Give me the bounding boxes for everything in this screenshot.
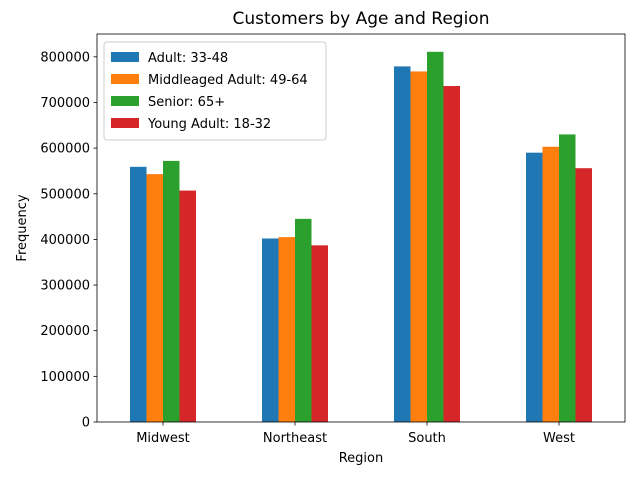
bar-west-series-1 <box>526 152 543 422</box>
bar-midwest-series-1 <box>130 166 147 422</box>
y-tick-label: 600000 <box>40 142 90 157</box>
y-tick-label: 800000 <box>40 50 90 65</box>
legend-swatch <box>111 118 139 128</box>
x-tick-label: Midwest <box>136 431 190 446</box>
legend-label: Senior: 65+ <box>148 95 225 110</box>
bar-west-series-4 <box>575 168 592 422</box>
bar-northeast-series-3 <box>295 218 312 422</box>
bar-south-series-2 <box>410 71 427 422</box>
bar-northeast-series-2 <box>278 237 295 422</box>
bar-south-series-3 <box>427 51 444 422</box>
y-tick-label: 0 <box>82 416 90 431</box>
y-tick-label: 100000 <box>40 370 90 385</box>
x-axis-label: Region <box>339 451 384 466</box>
x-tick-label: South <box>408 431 446 446</box>
legend-label: Middleaged Adult: 49-64 <box>148 73 308 88</box>
legend: Adult: 33-48 Middleaged Adult: 49-64 Senio… <box>103 41 327 141</box>
plot-frame <box>96 33 626 423</box>
y-tick-label: 700000 <box>40 96 90 111</box>
x-tick-label: West <box>543 431 575 446</box>
x-tick-label: Northeast <box>263 431 327 446</box>
chart-title: Customers by Age and Region <box>233 9 490 29</box>
legend-label: Young Adult: 18-32 <box>147 117 271 132</box>
bar-northeast-series-4 <box>311 245 328 422</box>
y-tick-label: 300000 <box>40 279 90 294</box>
y-tick-label: 200000 <box>40 324 90 339</box>
bars-group <box>130 51 592 423</box>
y-tick-label: 400000 <box>40 233 90 248</box>
legend-swatch <box>111 96 139 106</box>
bar-west-series-3 <box>559 134 576 422</box>
legend-swatch <box>111 74 139 84</box>
bar-south-series-4 <box>443 86 460 422</box>
y-tick-label: 500000 <box>40 187 90 202</box>
bar-northeast-series-1 <box>262 238 279 422</box>
legend-box <box>103 41 327 141</box>
y-axis-label: Frequency <box>15 194 30 261</box>
legend-swatch <box>111 52 139 62</box>
bar-midwest-series-2 <box>146 174 163 422</box>
bar-midwest-series-3 <box>163 160 180 423</box>
bar-west-series-2 <box>542 146 559 422</box>
bar-south-series-1 <box>394 66 411 422</box>
legend-label: Adult: 33-48 <box>148 51 228 66</box>
bar-midwest-series-4 <box>179 190 196 422</box>
axes-group: 0 100000 200000 300000 400000 500000 600000 700… <box>40 33 626 446</box>
